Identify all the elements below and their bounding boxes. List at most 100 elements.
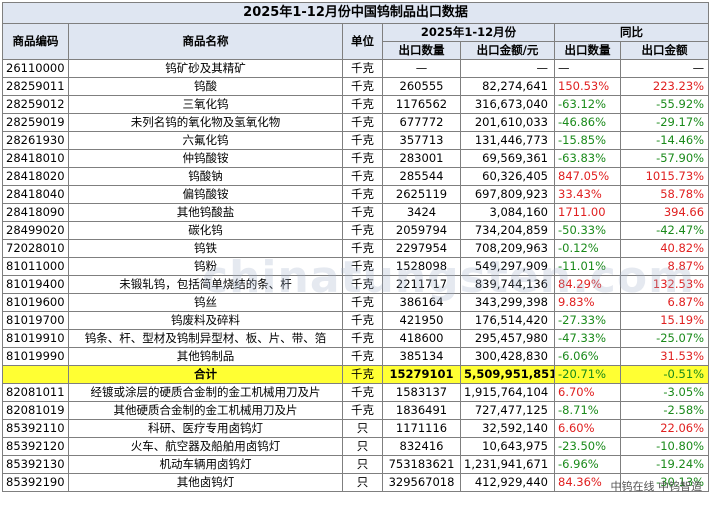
cell-yoy-qty: -11.01% [554,257,621,276]
cell-amount: 201,610,033 [460,113,555,132]
cell-name: 火车、航空器及船舶用卤钨灯 [68,437,343,456]
cell-yoy-amount: 15.19% [619,311,710,330]
cell-yoy-amount: -19.24% [619,455,710,474]
header-yoy-amount: 出口金额 [619,41,710,60]
cell-name: 钨粉 [68,257,343,276]
footer-logo-text: 中钨在线 中钨智造 [610,480,703,493]
cell-name: 经镀或涂层的硬质合金制的金工机械用刀及片 [68,383,343,402]
cell-amount: 176,514,420 [460,311,555,330]
cell-code [2,365,69,384]
cell-unit: 千克 [342,77,383,96]
export-data-table-container: 2025年1-12月份中国钨制品出口数据 商品编码 商品名称 单位 2025年1… [1,2,710,493]
cell-name: 钨矿砂及其精矿 [68,59,343,78]
cell-amount: 300,428,830 [460,347,555,366]
cell-code: 81019400 [2,275,69,294]
cell-yoy-amount: 132.53% [619,275,710,294]
cell-yoy-qty: 33.43% [554,185,621,204]
table-row: 28418010 仲钨酸铵 千克 283001 69,569,361 -63.83% -57… [2,149,710,168]
cell-qty: 1836491 [382,401,461,420]
cell-yoy-amount: -0.51% [619,365,710,384]
cell-yoy-qty: -6.06% [554,347,621,366]
cell-qty: 329567018 [382,473,461,492]
cell-code: 85392110 [2,419,69,438]
cell-yoy-qty: 84.36% [554,473,621,492]
cell-code: 28259019 [2,113,69,132]
table-body: 26110000 钨矿砂及其精矿 千克 — — — —28259011 钨酸 千克 260555 8… [2,59,710,492]
cell-code: 81019990 [2,347,69,366]
cell-yoy-qty: 9.83% [554,293,621,312]
table-row: 28259019 未列名钨的氧化物及氢氧化物 千克 677772 201,610,033… [2,113,710,132]
table-row: 81019400 未锻轧钨，包括简单烧结的条、杆 千克 2211717 839,744,… [2,275,710,294]
cell-yoy-qty: -63.12% [554,95,621,114]
cell-amount: 82,274,641 [460,77,555,96]
cell-yoy-qty: 150.53% [554,77,621,96]
cell-yoy-qty: 84.29% [554,275,621,294]
cell-qty: — [382,59,461,78]
cell-yoy-amount: -3.05% [619,383,710,402]
cell-unit: 千克 [342,239,383,258]
cell-code: 28418020 [2,167,69,186]
cell-yoy-qty: -8.71% [554,401,621,420]
cell-name: 钨铁 [68,239,343,258]
cell-unit: 千克 [342,221,383,240]
cell-yoy-qty: -27.33% [554,311,621,330]
cell-amount: 10,643,975 [460,437,555,456]
cell-amount: 343,299,398 [460,293,555,312]
cell-qty: 1583137 [382,383,461,402]
cell-unit: 千克 [342,257,383,276]
cell-qty: 357713 [382,131,461,150]
cell-code: 81019700 [2,311,69,330]
header-code: 商品编码 [2,23,69,60]
cell-name: 未列名钨的氧化物及氢氧化物 [68,113,343,132]
cell-name: 其他卤钨灯 [68,473,343,492]
header-amount: 出口金额/元 [460,41,555,60]
cell-qty: 15279101 [382,365,461,384]
cell-qty: 1528098 [382,257,461,276]
cell-qty: 386164 [382,293,461,312]
header-period: 2025年1-12月份 [382,23,555,42]
cell-yoy-qty: 1711.00 [554,203,621,222]
cell-code: 28259011 [2,77,69,96]
cell-yoy-qty: -15.85% [554,131,621,150]
cell-amount: 839,744,136 [460,275,555,294]
header-yoy: 同比 [553,23,710,42]
cell-unit: 千克 [342,167,383,186]
cell-yoy-amount: -10.80% [619,437,710,456]
cell-code: 81019910 [2,329,69,348]
table-row: 28418040 偏钨酸铵 千克 2625119 697,809,923 33.43% 58… [2,185,710,204]
table-row: 28418090 其他钨酸盐 千克 3424 3,084,160 1711.00 394.6… [2,203,710,222]
cell-name: 其他钨制品 [68,347,343,366]
table-row-total: 合计 千克 15279101 5,509,951,851 -20.71% -0.51% [2,365,710,384]
cell-code: 85392120 [2,437,69,456]
cell-yoy-amount: 394.66 [619,203,710,222]
cell-yoy-amount: 6.87% [619,293,710,312]
cell-amount: 32,592,140 [460,419,555,438]
cell-amount: 708,209,963 [460,239,555,258]
cell-amount: 131,446,773 [460,131,555,150]
cell-yoy-qty: -6.96% [554,455,621,474]
cell-name: 机动车辆用卤钨灯 [68,455,343,474]
cell-yoy-amount: -29.17% [619,113,710,132]
cell-yoy-amount: -30.13% [619,473,710,492]
table-row: 85392120 火车、航空器及船舶用卤钨灯只 832416 10,643,975 -2… [2,437,710,456]
cell-yoy-amount: 1015.73% [619,167,710,186]
cell-yoy-amount: -25.07% [619,329,710,348]
cell-yoy-amount: -14.46% [619,131,710,150]
cell-amount: 549,297,909 [460,257,555,276]
table-row: 81019600 钨丝 千克 386164 343,299,398 9.83% 6.87% [2,293,710,312]
table-row: 28499020 碳化钨 千克 2059794 734,204,859 -50.33% -4… [2,221,710,240]
cell-yoy-amount: — [619,59,710,78]
table-row: 81019910 钨条、杆、型材及钨制异型材、板、片、带、箔 千克 418600 295… [2,329,710,348]
table-row: 72028010 钨铁 千克 2297954 708,209,963 -0.12% 40.8… [2,239,710,258]
cell-code: 81011000 [2,257,69,276]
cell-name: 其他钨酸盐 [68,203,343,222]
cell-amount: 3,084,160 [460,203,555,222]
cell-yoy-amount: 223.23% [619,77,710,96]
cell-qty: 418600 [382,329,461,348]
cell-yoy-amount: 8.87% [619,257,710,276]
cell-yoy-qty: -23.50% [554,437,621,456]
cell-qty: 2211717 [382,275,461,294]
cell-yoy-qty: -50.33% [554,221,621,240]
cell-qty: 283001 [382,149,461,168]
cell-yoy-amount: -42.47% [619,221,710,240]
